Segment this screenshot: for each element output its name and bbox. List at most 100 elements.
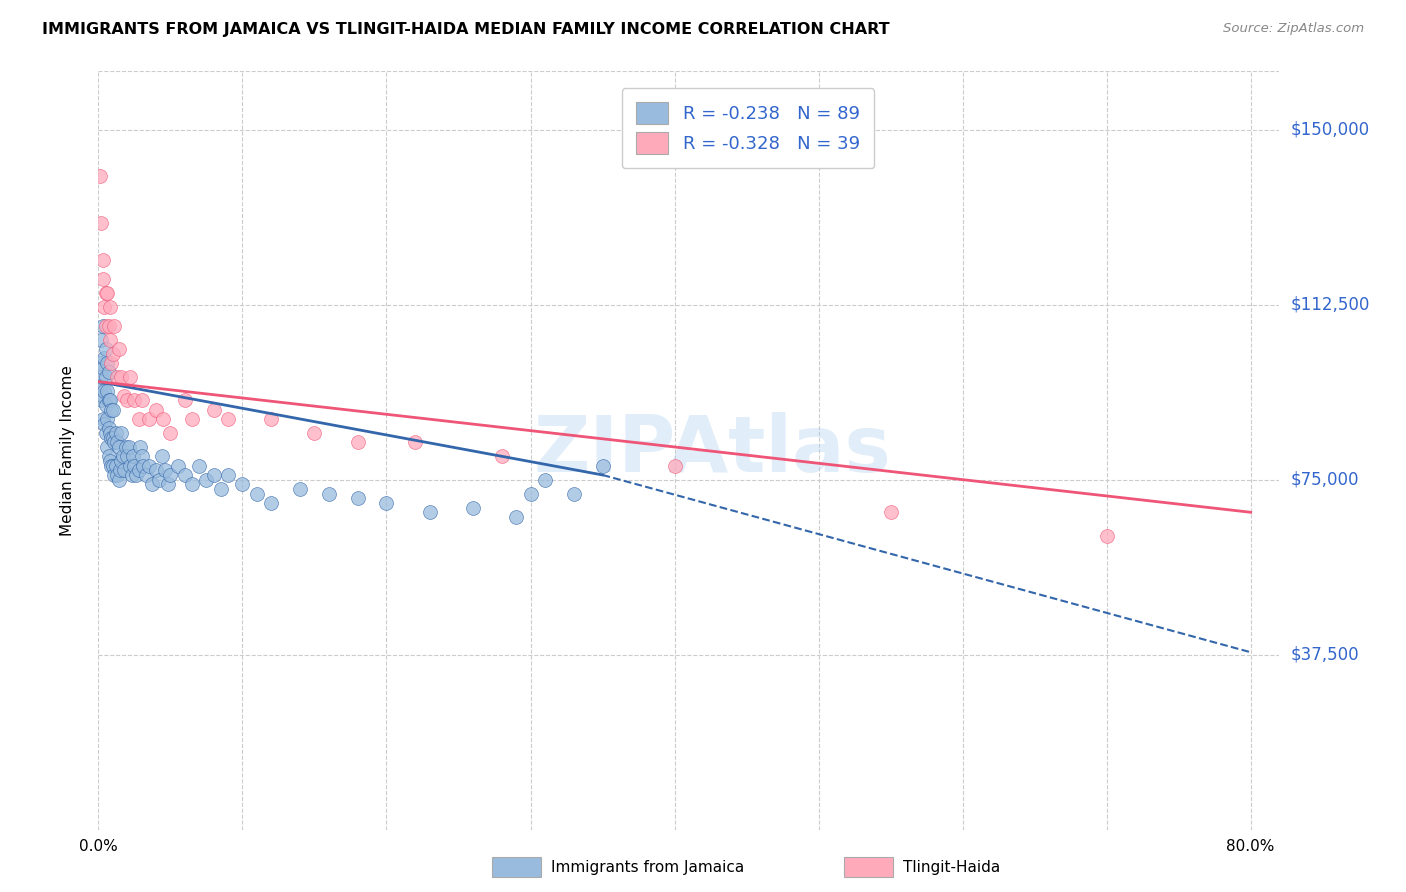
Point [97,393,120,408]
Point [107,440,129,454]
Point [138,458,160,473]
Point [159,425,181,440]
Point [97,421,120,435]
Point [166,458,188,473]
Point [202,467,225,482]
Point [101,431,124,445]
Point [96,440,118,454]
Point [111,450,134,464]
Point [181,412,204,426]
Point [93,351,115,366]
Point [260,496,283,510]
Point [125,467,148,482]
Point [98,333,121,347]
Point [96,384,118,398]
Point [93,300,115,314]
Point [120,458,142,473]
Point [101,458,124,473]
Point [375,496,398,510]
Point [562,486,585,500]
Point [93,384,115,398]
Point [89,379,111,393]
Point [91,360,114,375]
Point [202,402,225,417]
Point [217,467,239,482]
Point [90,333,112,347]
Text: $37,500: $37,500 [1291,646,1360,664]
Point [188,458,211,473]
Point [505,510,527,524]
Point [114,440,136,454]
Point [664,458,686,473]
Point [104,458,127,473]
Point [112,463,135,477]
Point [128,412,150,426]
Point [145,402,167,417]
Point [108,463,131,477]
Point [159,467,181,482]
Point [122,450,145,464]
Point [135,467,157,482]
Point [534,473,557,487]
Point [90,393,112,408]
Point [110,425,132,440]
Point [105,467,128,482]
Point [96,356,118,370]
Point [91,253,114,268]
Point [132,458,155,473]
Point [101,346,124,360]
Text: Immigrants from Jamaica: Immigrants from Jamaica [551,860,744,874]
Y-axis label: Median Family Income: Median Family Income [60,365,75,536]
Point [91,389,114,403]
Point [419,505,441,519]
Point [91,318,114,333]
Point [152,412,174,426]
Point [94,370,117,384]
Text: Tlingit-Haida: Tlingit-Haida [903,860,1000,874]
Point [156,477,179,491]
Point [115,450,138,464]
Point [138,412,160,426]
Text: ZIPAtlas: ZIPAtlas [534,412,891,489]
Point [103,318,125,333]
Point [121,467,143,482]
Point [107,342,129,356]
Point [209,482,232,496]
Point [118,440,141,454]
Point [97,450,120,464]
Point [231,477,253,491]
Point [105,370,128,384]
Point [461,500,484,515]
Point [107,473,129,487]
Text: $112,500: $112,500 [1291,295,1369,314]
Point [592,458,614,473]
Point [195,473,218,487]
Point [94,318,117,333]
Text: IMMIGRANTS FROM JAMAICA VS TLINGIT-HAIDA MEDIAN FAMILY INCOME CORRELATION CHART: IMMIGRANTS FROM JAMAICA VS TLINGIT-HAIDA… [42,22,890,37]
Point [89,169,111,184]
Text: $75,000: $75,000 [1291,471,1360,489]
Point [404,435,426,450]
Point [246,486,269,500]
Point [318,486,340,500]
Point [110,454,132,468]
Point [94,398,117,412]
Point [98,300,121,314]
Point [173,393,195,408]
Point [304,425,326,440]
Point [150,450,173,464]
Point [519,486,541,500]
Point [288,482,311,496]
Point [96,412,118,426]
Point [346,491,368,506]
Point [110,370,132,384]
Text: $150,000: $150,000 [1291,120,1369,138]
Point [97,318,120,333]
Point [97,365,120,379]
Point [100,356,122,370]
Point [100,458,122,473]
Point [91,272,114,286]
Point [105,435,128,450]
Point [153,463,176,477]
Point [173,467,195,482]
